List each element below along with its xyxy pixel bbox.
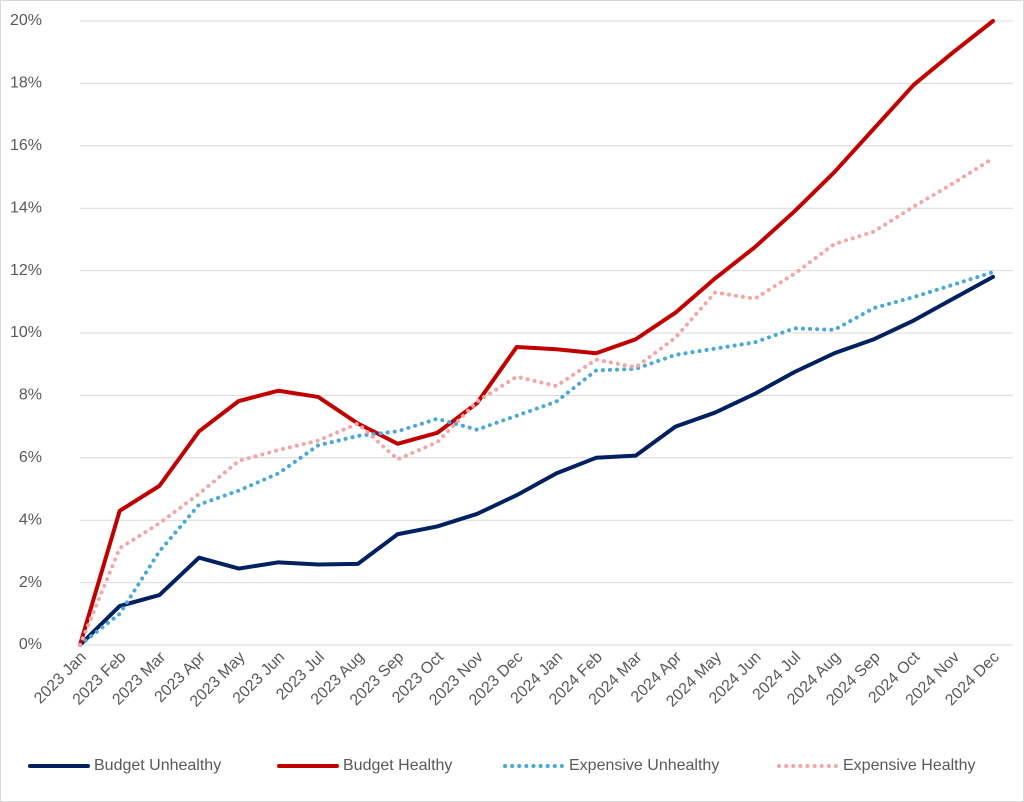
series-line <box>78 270 995 647</box>
y-tick-label: 8% <box>19 387 42 404</box>
y-tick-label: 2% <box>19 574 42 591</box>
legend-label: Budget Healthy <box>343 757 452 774</box>
series-line <box>78 19 995 647</box>
y-tick-label: 0% <box>19 636 42 653</box>
legend-label: Expensive Healthy <box>843 757 976 774</box>
y-tick-label: 6% <box>19 449 42 466</box>
y-tick-label: 10% <box>10 324 42 341</box>
y-tick-label: 4% <box>19 511 42 528</box>
y-tick-label: 18% <box>10 75 42 92</box>
y-tick-label: 20% <box>10 12 42 29</box>
y-tick-label: 16% <box>10 137 42 154</box>
legend-label: Expensive Unhealthy <box>569 757 719 774</box>
legend-label: Budget Unhealthy <box>94 757 221 774</box>
y-tick-label: 14% <box>10 199 42 216</box>
y-tick-label: 12% <box>10 262 42 279</box>
series-line <box>78 156 995 647</box>
series-line <box>78 274 995 647</box>
